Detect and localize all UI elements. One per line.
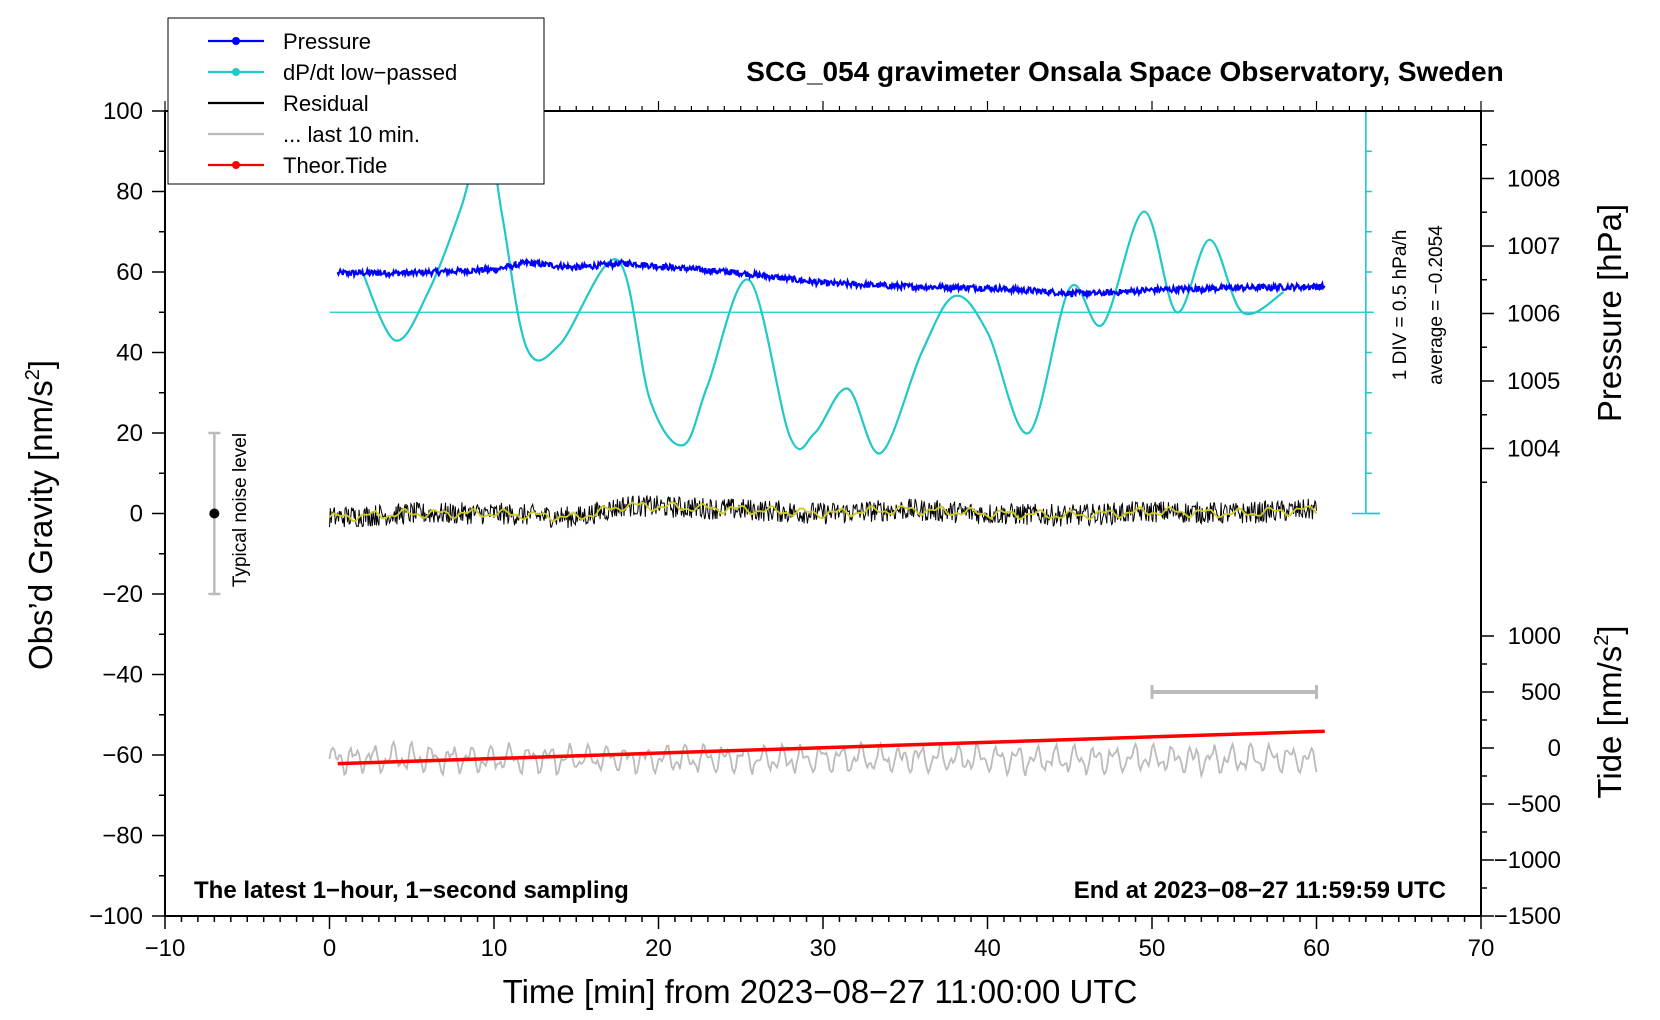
x-tick-label: 50 (1139, 935, 1166, 962)
legend: Pressure dP/dt low−passed Residual ... last… (167, 17, 545, 185)
pressure-tick-label: 1004 (1507, 436, 1560, 463)
y-axis-title-tide: Tide [nm/s2] (1591, 625, 1628, 798)
y-tick-label: 40 (116, 340, 143, 367)
x-tick-label: 40 (974, 935, 1001, 962)
note-end-time: End at 2023−08−27 11:59:59 UTC (1074, 877, 1446, 904)
tide-tick-label: −500 (1507, 791, 1561, 818)
axes-layer: −10 0 10 20 30 40 50 60 70−100−80−60−40−20020406… (89, 98, 1561, 962)
legend-label-1: dP/dt low−passed (283, 60, 457, 85)
x-tick-label: 70 (1468, 935, 1495, 962)
legend-marker-4 (232, 161, 240, 169)
y-axis-title-left: Obs’d Gravity [nm/s2] (22, 360, 59, 670)
y-tick-label: 80 (116, 179, 143, 206)
y-tick-label: −60 (102, 742, 143, 769)
y-axis-title-tide-main: Tide [nm/s (1591, 646, 1628, 799)
tide-tick-label: 500 (1521, 679, 1561, 706)
dpdt-scale-label: 1 DIV = 0.5 hPa/h (1390, 230, 1411, 381)
theor-tide-line (337, 729, 1325, 766)
pressure-tick-label: 1005 (1507, 368, 1560, 395)
legend-marker-0 (232, 37, 240, 45)
y-tick-label: 60 (116, 259, 143, 286)
legend-box (167, 17, 545, 185)
legend-label-3: ... last 10 min. (283, 122, 420, 147)
tide-tick-label: −1500 (1494, 903, 1561, 930)
y-axis-title-left-exp: 2 (22, 369, 44, 380)
y-tick-label: 20 (116, 420, 143, 447)
tide-tick-label: 0 (1548, 735, 1561, 762)
y-axis-title-left-main: Obs’d Gravity [nm/s (22, 380, 59, 670)
x-tick-label: 10 (481, 935, 508, 962)
chart-title: SCG_054 gravimeter Onsala Space Observat… (746, 56, 1503, 87)
pressure-tick-label: 1006 (1507, 301, 1560, 328)
y-tick-label: −80 (102, 823, 143, 850)
y-axis-title-tide-close: ] (1591, 625, 1628, 634)
x-tick-label: 30 (810, 935, 837, 962)
series-layer (208, 110, 1380, 780)
tide-tick-label: −1000 (1494, 847, 1561, 874)
x-axis-title: Time [min] from 2023−08−27 11:00:00 UTC (503, 973, 1138, 1010)
x-tick-label: −10 (145, 935, 186, 962)
legend-label-0: Pressure (283, 29, 371, 54)
tide-tick-label: 1000 (1508, 623, 1561, 650)
x-tick-label: 60 (1303, 935, 1330, 962)
pressure-tick-label: 1007 (1507, 233, 1560, 260)
y-tick-label: −20 (102, 581, 143, 608)
x-tick-label: 0 (323, 935, 336, 962)
residual-smoothed-line (328, 501, 1318, 523)
pressure-line (336, 257, 1326, 301)
legend-label-2: Residual (283, 91, 369, 116)
y-tick-label: −40 (102, 662, 143, 689)
x-tick-label: 20 (645, 935, 672, 962)
y-tick-label: 0 (130, 501, 143, 528)
dpdt-lowpassed-line (361, 125, 1285, 455)
y-tick-label: −100 (89, 903, 143, 930)
dpdt-average-label: average = −0.2054 (1426, 225, 1447, 385)
y-tick-label: 100 (103, 98, 143, 125)
legend-label-4: Theor.Tide (283, 153, 387, 178)
noise-level-label: Typical noise level (230, 433, 251, 587)
noise-level-center (209, 508, 220, 519)
legend-marker-1 (232, 68, 240, 76)
y-axis-title-left-close: ] (22, 360, 59, 369)
pressure-tick-label: 1008 (1507, 166, 1560, 193)
y-axis-title-pressure: Pressure [hPa] (1591, 204, 1628, 422)
note-sampling: The latest 1−hour, 1−second sampling (194, 877, 629, 904)
y-axis-title-tide-exp: 2 (1591, 635, 1613, 646)
